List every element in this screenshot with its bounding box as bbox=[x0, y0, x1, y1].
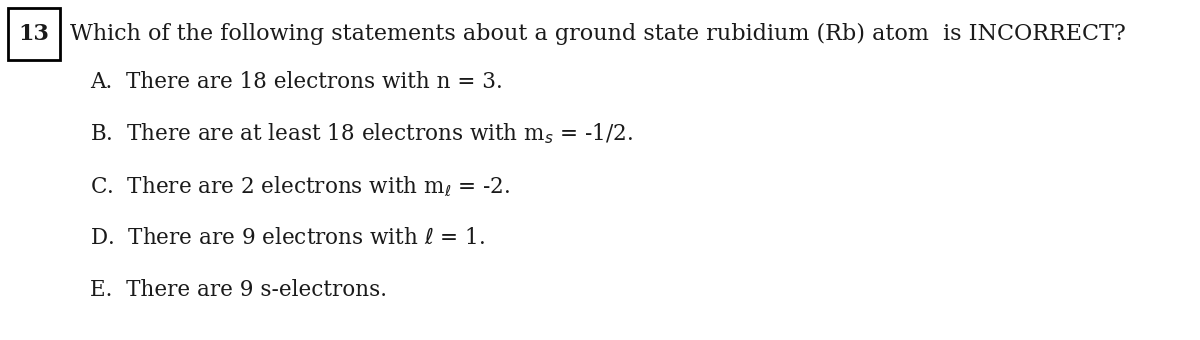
Text: A.  There are 18 electrons with n = 3.: A. There are 18 electrons with n = 3. bbox=[90, 71, 503, 93]
Text: B.  There are at least 18 electrons with m$_{s}$ = -1/2.: B. There are at least 18 electrons with … bbox=[90, 122, 632, 146]
Text: 13: 13 bbox=[18, 23, 49, 45]
Text: E.  There are 9 s-electrons.: E. There are 9 s-electrons. bbox=[90, 279, 386, 301]
Text: C.  There are 2 electrons with m$_{\ell}$ = -2.: C. There are 2 electrons with m$_{\ell}$… bbox=[90, 174, 510, 198]
Text: Which of the following statements about a ground state rubidium (Rb) atom  is IN: Which of the following statements about … bbox=[70, 23, 1126, 45]
Text: D.  There are 9 electrons with $\ell$ = 1.: D. There are 9 electrons with $\ell$ = 1… bbox=[90, 227, 485, 249]
